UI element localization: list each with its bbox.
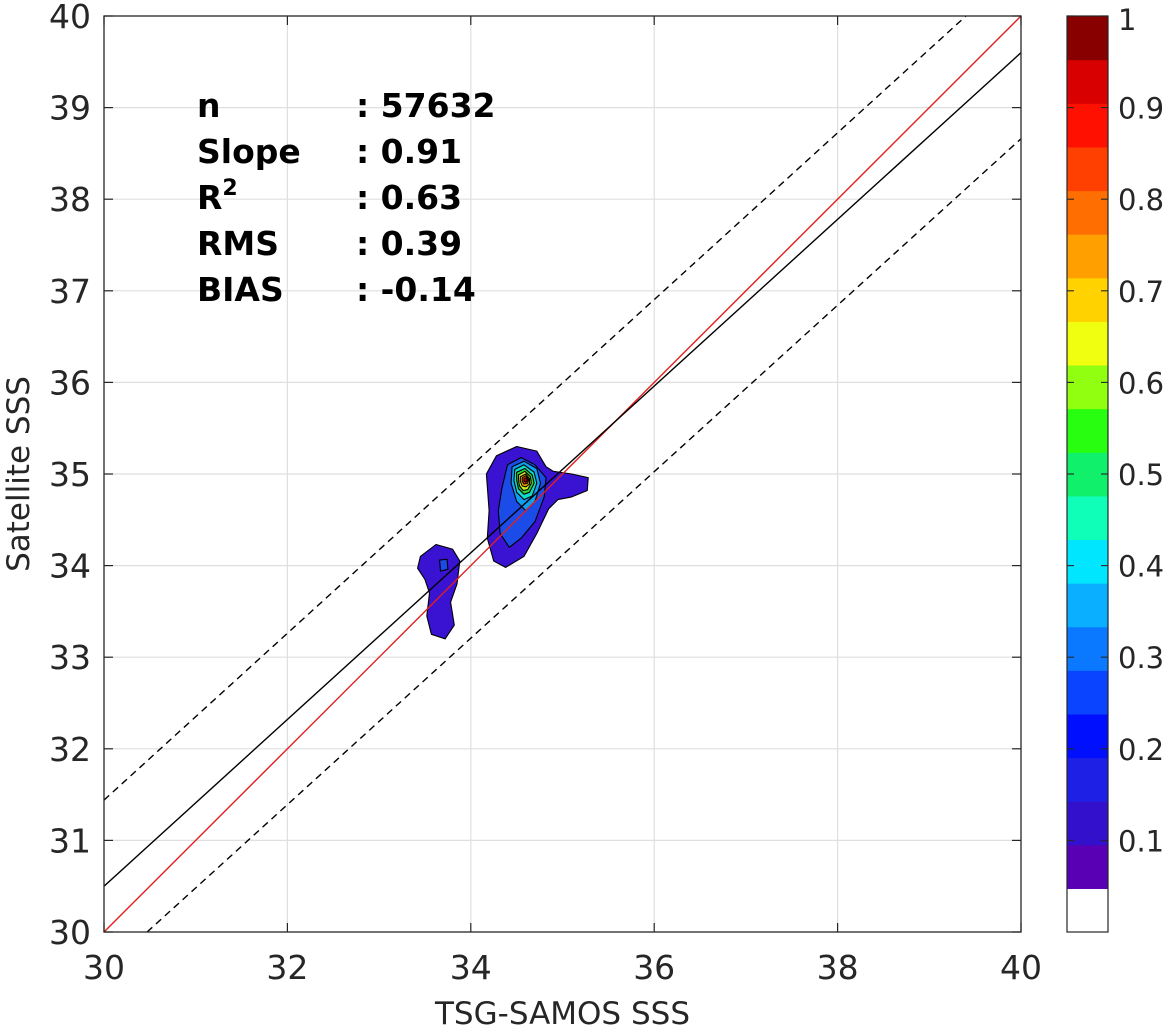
stat-label: Slope (197, 132, 301, 171)
colorbar-swatch (1067, 277, 1108, 322)
stat-value: : 0.63 (356, 178, 462, 217)
colorbar-swatch (1067, 844, 1108, 889)
colorbar-tick-label: 0.5 (1118, 458, 1164, 492)
colorbar-swatch (1067, 670, 1108, 715)
stat-label: BIAS (197, 270, 284, 309)
colorbar-tick-label: 0.3 (1118, 641, 1164, 675)
contour-region (417, 543, 461, 640)
y-tick-label: 38 (49, 180, 91, 219)
y-tick-label: 40 (49, 0, 91, 36)
colorbar-swatch (1067, 408, 1108, 453)
colorbar-tick-label: 0.4 (1118, 550, 1164, 584)
y-tick-label: 32 (49, 730, 91, 769)
colorbar-swatch (1067, 495, 1108, 541)
colorbar-tick-label: 0.2 (1118, 733, 1164, 767)
stat-superscript: 2 (222, 176, 237, 201)
stat-value: : 0.39 (356, 224, 462, 263)
lower-bound-line (146, 138, 1021, 932)
colorbar-tick-label: 1 (1118, 3, 1136, 37)
colorbar-swatch (1067, 583, 1108, 628)
y-tick-label: 36 (49, 363, 91, 402)
y-tick-label: 37 (49, 272, 91, 311)
colorbar-swatch (1067, 103, 1108, 148)
stat-value: : 57632 (356, 86, 496, 125)
colorbar-swatch (1067, 190, 1108, 235)
colorbar-swatch (1067, 234, 1108, 279)
colorbar: 0.1 0.2 0.3 0.4 0.5 0.6 0.7 0.8 0.9 1 (1066, 3, 1164, 933)
y-tick-label: 39 (49, 89, 91, 128)
grid-lines (104, 16, 1021, 932)
colorbar-swatch (1067, 888, 1108, 933)
y-tick-label: 34 (49, 547, 91, 586)
reference-lines (104, 16, 1021, 932)
colorbar-swatch (1067, 59, 1108, 104)
axis-ticks: 30 32 34 36 38 40 30 31 32 33 34 35 36 37 38 39 40 (49, 0, 1042, 987)
colorbar-swatch (1067, 801, 1108, 846)
contour-region (523, 477, 529, 483)
x-tick-label: 32 (266, 948, 308, 987)
colorbar-swatch (1067, 146, 1108, 192)
colorbar-tick-label: 0.6 (1118, 366, 1164, 400)
stat-label: n (197, 86, 221, 125)
colorbar-tick-label: 0.1 (1118, 824, 1164, 858)
one-to-one-line (104, 16, 1021, 932)
x-tick-label: 30 (83, 948, 125, 987)
colorbar-swatch (1067, 713, 1108, 759)
x-tick-label: 34 (450, 948, 492, 987)
contour-regions (417, 445, 589, 640)
regression-line (104, 52, 1021, 887)
y-axis-label: Satellite SSS (1, 376, 37, 572)
y-tick-label: 33 (49, 638, 91, 677)
y-tick-label: 30 (49, 913, 91, 952)
y-tick-label: 35 (49, 455, 91, 494)
stat-label: RMS (197, 224, 279, 263)
stat-value: : 0.91 (356, 132, 462, 171)
colorbar-swatch (1067, 757, 1108, 802)
x-tick-label: 36 (633, 948, 675, 987)
stats-box: n : 57632 Slope : 0.91 R2 : 0.63 RMS : 0.39 BIAS… (197, 86, 496, 309)
x-axis-label: TSG-SAMOS SSS (434, 996, 690, 1028)
upper-bound-line (104, 16, 967, 801)
colorbar-swatch (1067, 16, 1108, 61)
colorbar-swatch (1067, 364, 1108, 410)
stat-label: R2 (197, 176, 238, 217)
colorbar-swatch (1067, 626, 1108, 671)
stat-value: : -0.14 (356, 270, 476, 309)
colorbar-tick-label: 0.7 (1118, 275, 1164, 309)
x-tick-label: 40 (1000, 948, 1042, 987)
colorbar-tick-label: 0.8 (1118, 183, 1164, 217)
colorbar-swatch (1067, 321, 1108, 366)
y-tick-label: 31 (49, 821, 91, 860)
colorbar-swatch (1067, 539, 1108, 584)
contour-region (439, 558, 449, 572)
colorbar-tick-label: 0.9 (1118, 92, 1164, 126)
x-tick-label: 38 (817, 948, 859, 987)
